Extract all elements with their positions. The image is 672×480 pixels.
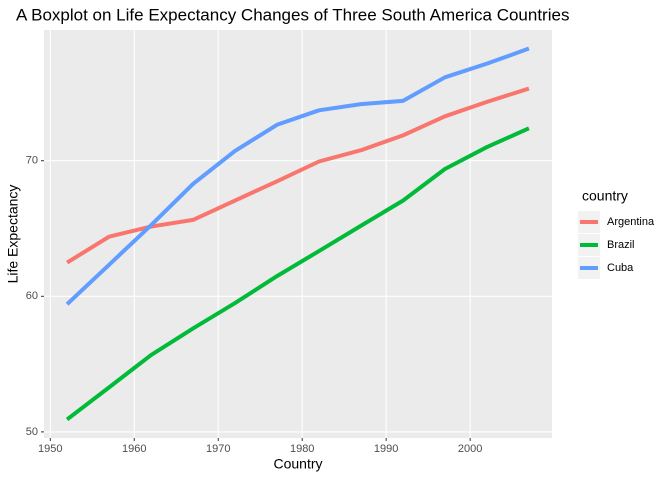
- y-axis-title: Life Expectancy: [5, 185, 21, 284]
- legend-label: Brazil: [607, 239, 635, 251]
- legend-title: country: [582, 188, 628, 204]
- chart-title: A Boxplot on Life Expectancy Changes of …: [16, 5, 569, 24]
- x-tick-label: 1960: [122, 443, 146, 455]
- y-tick-label: 50: [26, 426, 38, 438]
- line: [65, 126, 530, 422]
- y-tick-label: 70: [26, 155, 38, 167]
- legend-label: Argentina: [607, 216, 655, 228]
- y-tick-label: 60: [26, 290, 38, 302]
- line: [65, 46, 530, 306]
- legend-label: Cuba: [607, 262, 634, 274]
- x-tick-label: 1950: [38, 443, 62, 455]
- line: [66, 86, 530, 265]
- x-tick-label: 1980: [290, 443, 314, 455]
- x-axis-title: Country: [273, 456, 322, 472]
- x-tick-label: 1970: [206, 443, 230, 455]
- x-tick-label: 1990: [374, 443, 398, 455]
- x-tick-label: 2000: [458, 443, 482, 455]
